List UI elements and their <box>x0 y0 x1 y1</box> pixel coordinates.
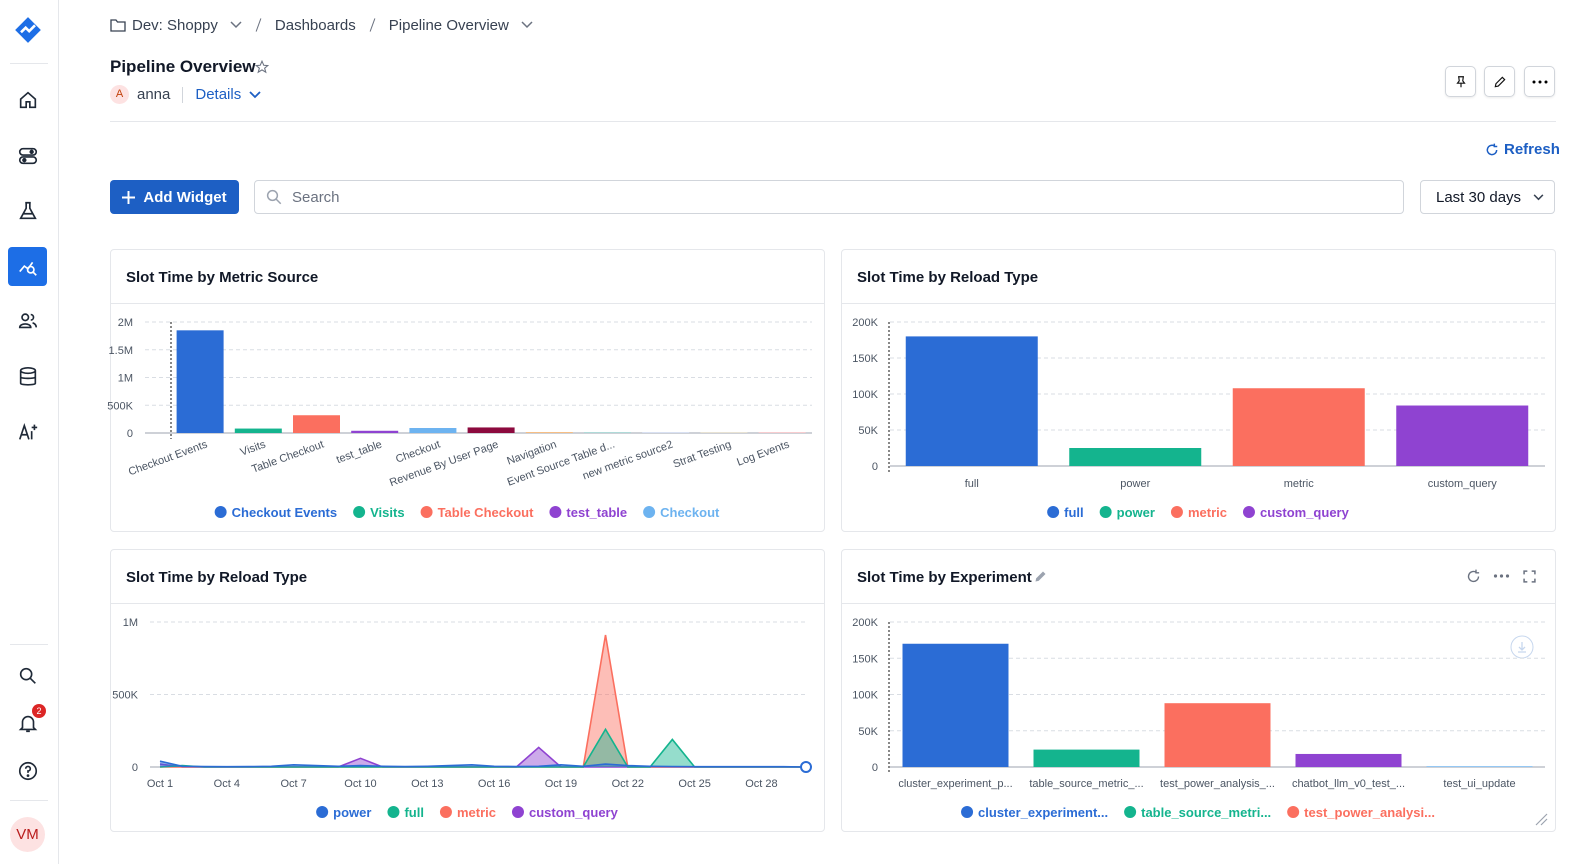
owner-row: A anna Details <box>110 85 261 104</box>
breadcrumb-item[interactable]: Dev: Shoppy <box>132 16 218 34</box>
nav-toggles[interactable] <box>13 141 43 171</box>
search-placeholder: Search <box>292 188 340 206</box>
nav-ai[interactable] <box>13 417 43 447</box>
widget-more[interactable] <box>1493 574 1510 578</box>
widget: Slot Time by Experiment <box>841 549 1556 832</box>
owner-avatar: A <box>110 85 129 104</box>
pin-button[interactable] <box>1445 66 1476 97</box>
owner-name: anna <box>137 86 171 103</box>
widget: Slot Time by Reload Type <box>841 249 1556 532</box>
refresh-button[interactable]: Refresh <box>1485 141 1560 158</box>
page-title: Pipeline Overview <box>110 57 256 76</box>
logo[interactable] <box>13 15 43 45</box>
widget-title: Slot Time by Metric Source <box>126 269 319 286</box>
nav-search[interactable] <box>13 661 43 691</box>
folder-icon <box>110 19 126 32</box>
nav-users[interactable] <box>13 306 43 336</box>
breadcrumb: Dev: Shoppy Dashboards Pipeline Overview <box>110 15 533 35</box>
breadcrumb-item[interactable]: Dashboards <box>274 16 356 34</box>
breadcrumb-item[interactable]: Pipeline Overview <box>388 16 509 34</box>
more-button[interactable] <box>1524 66 1555 97</box>
favorite-star[interactable] <box>255 60 269 74</box>
refresh-label: Refresh <box>1504 141 1560 158</box>
widget: Slot Time by Metric Source <box>110 249 825 532</box>
widget: Slot Time by Reload Type <box>110 549 825 832</box>
sidebar: 2 VM <box>0 0 59 864</box>
widget-title: Slot Time by Reload Type <box>126 569 308 586</box>
nav-home[interactable] <box>13 85 43 115</box>
widget-title: Slot Time by Experiment <box>857 569 1032 586</box>
add-widget-button[interactable]: Add Widget <box>110 180 239 214</box>
edit-button[interactable] <box>1484 66 1515 97</box>
user-avatar[interactable]: VM <box>10 817 45 852</box>
add-widget-label: Add Widget <box>143 188 227 206</box>
nav-notifications[interactable]: 2 <box>13 704 46 738</box>
nav-experiments[interactable] <box>13 196 43 226</box>
date-range-select[interactable]: Last 30 days <box>1420 180 1555 214</box>
widget-expand[interactable] <box>1523 570 1536 583</box>
edit-title-icon[interactable] <box>1033 569 1048 584</box>
date-range-label: Last 30 days <box>1436 188 1522 206</box>
nav-analytics[interactable] <box>8 247 47 286</box>
nav-help[interactable] <box>13 756 43 786</box>
nav-data[interactable] <box>13 362 43 392</box>
widget-title: Slot Time by Reload Type <box>857 269 1039 286</box>
download-icon[interactable] <box>1510 635 1534 659</box>
widget-refresh[interactable] <box>1466 569 1481 584</box>
notification-badge: 2 <box>32 704 46 718</box>
details-toggle[interactable]: Details <box>195 86 242 103</box>
search-input[interactable]: Search <box>254 180 1404 214</box>
